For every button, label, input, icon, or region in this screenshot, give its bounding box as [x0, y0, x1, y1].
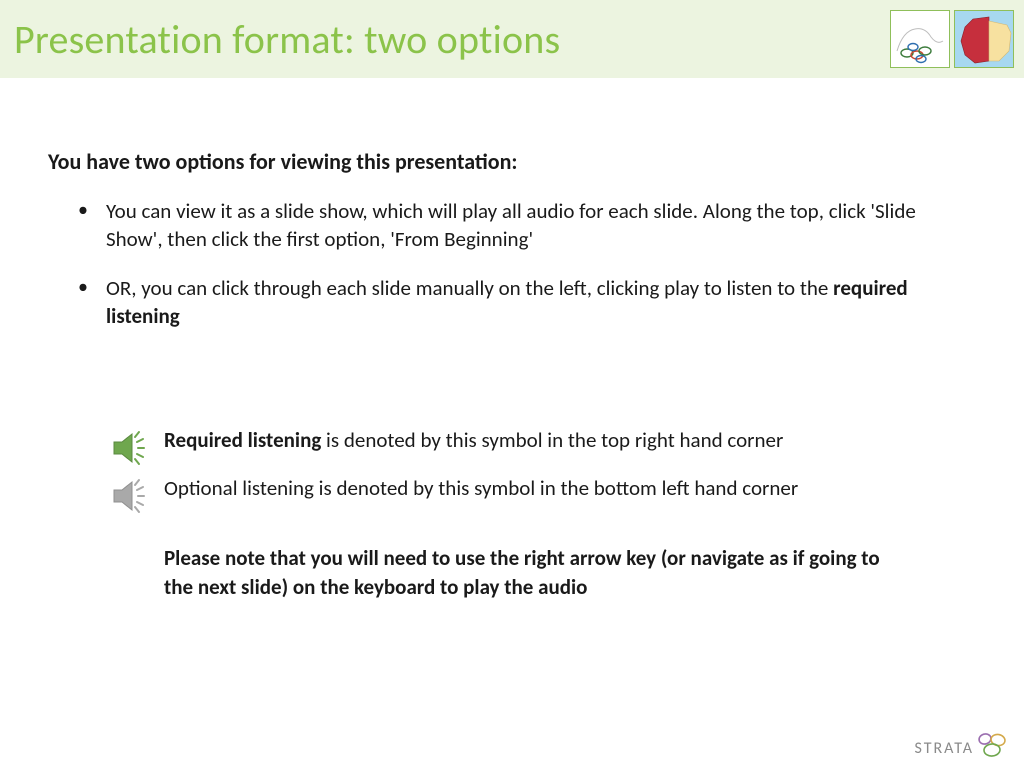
thumbnail-map-lines [890, 10, 950, 68]
legend-text: Optional listening is denoted by this sy… [164, 474, 858, 502]
header-thumbnails [890, 10, 1014, 68]
thumbnail-map-wa [954, 10, 1014, 68]
strata-logo-icon [976, 730, 1010, 758]
legend-rest: is denoted by this symbol in the top rig… [321, 427, 783, 453]
legend-row-required: Required listening is denoted by this sy… [104, 426, 976, 468]
bullet-list: You can view it as a slide show, which w… [48, 197, 976, 330]
legend-bold: Required listening [164, 427, 321, 453]
bullet-item: OR, you can click through each slide man… [106, 274, 976, 331]
legend-row-optional: Optional listening is denoted by this sy… [104, 474, 976, 516]
slide-body: You have two options for viewing this pr… [0, 78, 1024, 601]
speaker-icon-required [104, 426, 164, 468]
legend-text: Required listening is denoted by this sy… [164, 426, 843, 454]
header-bar: Presentation format: two options [0, 0, 1024, 78]
bullet-text: OR, you can click through each slide man… [106, 275, 833, 301]
bullet-item: You can view it as a slide show, which w… [106, 197, 976, 254]
bullet-text: You can view it as a slide show, which w… [106, 198, 916, 252]
icon-legend: Required listening is denoted by this sy… [48, 426, 976, 516]
legend-rest: Optional listening is denoted by this sy… [164, 475, 798, 501]
speaker-icon-optional [104, 474, 164, 516]
strata-logo: STRATA [914, 730, 1010, 758]
intro-text: You have two options for viewing this pr… [48, 148, 976, 175]
slide-title: Presentation format: two options [14, 15, 560, 64]
footer-note: Please note that you will need to use th… [48, 544, 976, 601]
strata-logo-text: STRATA [914, 739, 974, 758]
